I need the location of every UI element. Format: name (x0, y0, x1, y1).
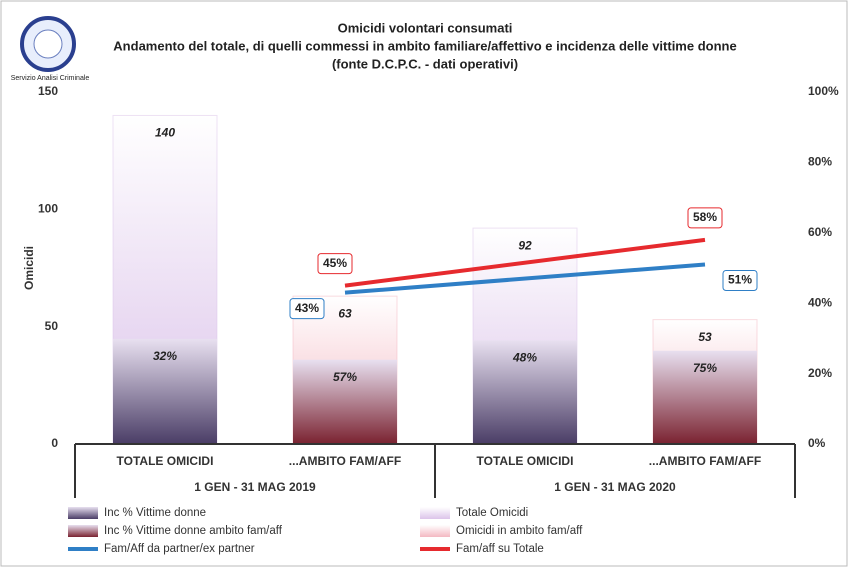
line-label-box (317, 253, 353, 275)
legend-label: Fam/Aff da partner/ex partner (104, 543, 255, 555)
legend-label: Fam/aff su Totale (456, 543, 544, 555)
y2-tick-label: 80% (808, 155, 832, 169)
share-bar (113, 338, 217, 444)
y-tick-label: 100 (38, 202, 58, 216)
y-axis-label: Omicidi (22, 246, 36, 290)
chart-title: Omicidi volontari consumati (338, 20, 513, 35)
bar-value-label: 92 (518, 238, 532, 252)
share-value-label: 57% (333, 370, 357, 384)
x-tick-label: TOTALE OMICIDI (477, 454, 574, 468)
group-label: 1 GEN - 31 MAG 2020 (554, 480, 676, 494)
y-tick-label: 150 (38, 84, 58, 98)
group-label: 1 GEN - 31 MAG 2019 (194, 480, 316, 494)
bar-value-label: 63 (338, 306, 352, 320)
y2-tick-label: 40% (808, 295, 832, 309)
share-bar (293, 359, 397, 444)
y-tick-label: 0 (51, 436, 58, 450)
line-label-box (722, 269, 758, 291)
x-tick-label: TOTALE OMICIDI (117, 454, 214, 468)
chart-source: (fonte D.C.P.C. - dati operativi) (332, 56, 518, 71)
legend-label: Totale Omicidi (456, 507, 528, 519)
legend-label: Omicidi in ambito fam/aff (456, 525, 583, 537)
x-tick-label: ...AMBITO FAM/AFF (289, 454, 401, 468)
share-value-label: 48% (512, 351, 537, 365)
line (344, 262, 706, 295)
bar-value-label: 140 (155, 126, 175, 140)
legend-swatch (420, 525, 450, 537)
line-label-box (289, 298, 325, 320)
line-value-label: 51% (728, 273, 752, 287)
x-tick-label: ...AMBITO FAM/AFF (649, 454, 761, 468)
y2-tick-label: 100% (808, 84, 839, 98)
y2-tick-label: 60% (808, 225, 832, 239)
y2-tick-label: 20% (808, 366, 832, 380)
chart-subtitle: Andamento del totale, di quelli commessi… (113, 38, 736, 53)
y2-tick-label: 0% (808, 436, 826, 450)
legend-swatch (68, 525, 98, 537)
legend-label: Inc % Vittime donne ambito fam/aff (104, 525, 283, 537)
share-value-label: 32% (153, 349, 177, 363)
share-bar (473, 340, 577, 444)
line-value-label: 45% (323, 256, 347, 270)
line-label-box (687, 207, 723, 229)
y-tick-label: 50 (45, 319, 59, 333)
logo-caption: Servizio Analisi Criminale (11, 75, 90, 82)
share-bar (653, 350, 757, 444)
legend-swatch (68, 507, 98, 519)
line (344, 237, 706, 288)
logo (20, 16, 76, 72)
bar-value-label: 53 (698, 330, 712, 344)
legend-label: Inc % Vittime donne (104, 507, 206, 519)
legend-swatch (420, 507, 450, 519)
share-value-label: 75% (693, 361, 717, 375)
line-value-label: 43% (295, 301, 319, 315)
line-value-label: 58% (693, 210, 717, 224)
